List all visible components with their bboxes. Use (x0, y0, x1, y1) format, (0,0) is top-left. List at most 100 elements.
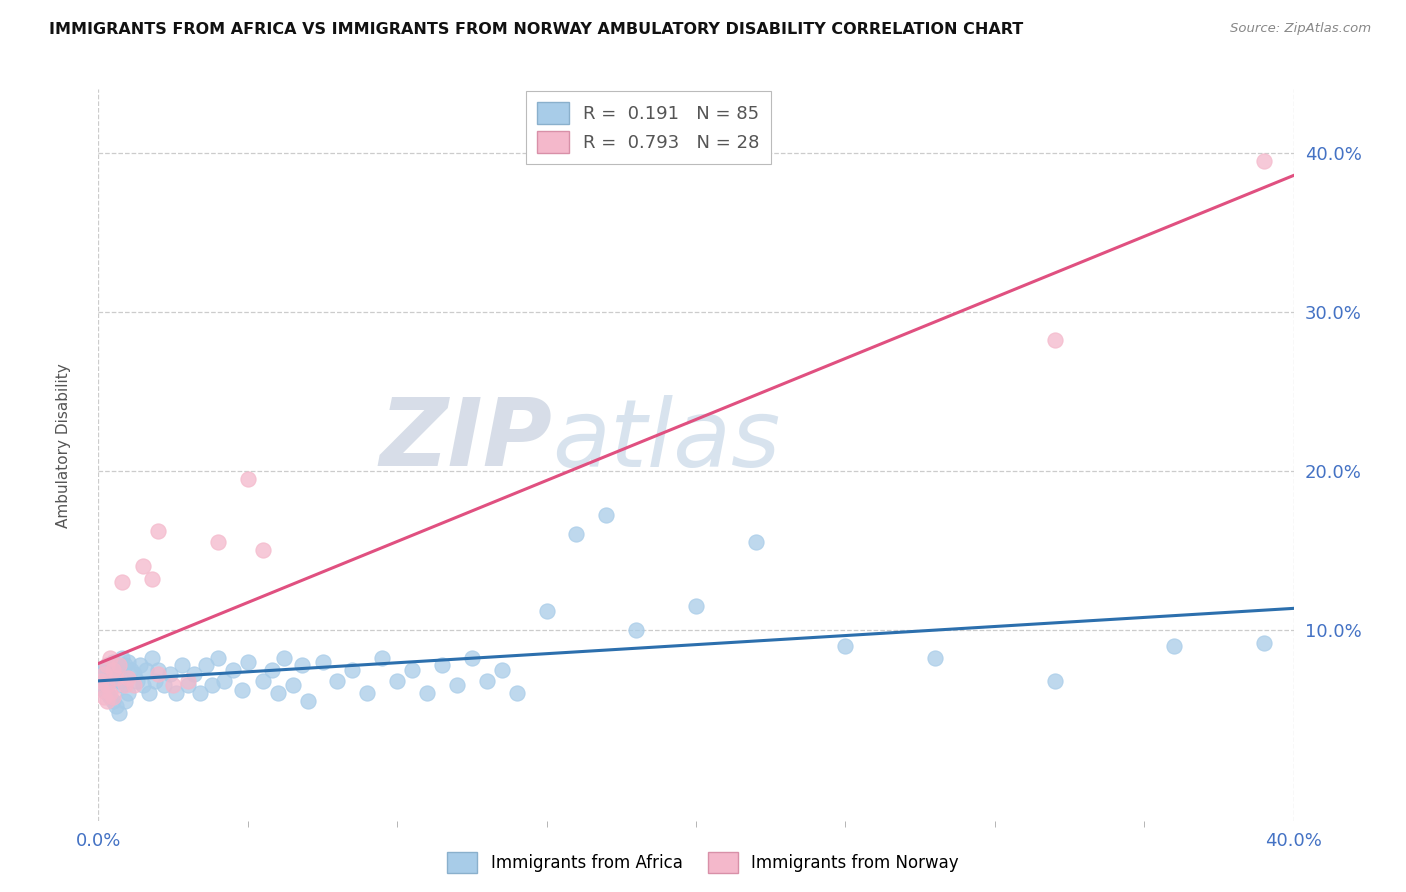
Point (430, 657, 453, 672)
Point (207, 651, 229, 665)
Point (103, 690, 125, 704)
Point (143, 673, 166, 688)
Point (475, 673, 498, 688)
Point (98, 686, 122, 700)
Point (96, 657, 118, 672)
Point (93, 667, 115, 681)
Point (506, 686, 529, 700)
Point (273, 651, 295, 665)
Point (236, 472, 259, 486)
Point (177, 678, 200, 692)
Legend: R =  0.191   N = 85, R =  0.793   N = 28: R = 0.191 N = 85, R = 0.793 N = 28 (526, 91, 770, 164)
Point (159, 667, 181, 681)
Point (260, 663, 283, 677)
Point (416, 686, 439, 700)
Point (924, 651, 946, 665)
Point (90, 678, 112, 692)
Point (165, 686, 187, 700)
Point (1043, 673, 1066, 688)
Point (105, 699, 128, 714)
Point (96, 678, 118, 692)
Point (385, 673, 409, 688)
Text: ZIP: ZIP (380, 394, 553, 486)
Point (162, 678, 184, 692)
Point (148, 667, 170, 681)
Point (148, 663, 170, 677)
Point (105, 671, 128, 685)
Point (117, 671, 139, 685)
Point (252, 543, 274, 558)
Point (105, 657, 128, 672)
Point (117, 655, 139, 669)
Point (461, 651, 484, 665)
Point (90, 667, 112, 681)
Text: IMMIGRANTS FROM AFRICA VS IMMIGRANTS FROM NORWAY AMBULATORY DISABILITY CORRELATI: IMMIGRANTS FROM AFRICA VS IMMIGRANTS FRO… (49, 22, 1024, 37)
Point (138, 686, 160, 700)
Text: atlas: atlas (553, 395, 780, 486)
Point (98, 690, 122, 704)
Point (103, 663, 125, 677)
Point (183, 667, 205, 681)
Point (98, 663, 122, 677)
Point (291, 657, 314, 672)
Point (252, 673, 274, 688)
Point (1043, 334, 1066, 348)
Point (105, 671, 128, 685)
Point (96, 667, 118, 681)
Point (117, 686, 139, 700)
Point (114, 657, 136, 672)
Point (207, 535, 229, 549)
Point (342, 663, 364, 677)
Point (120, 663, 142, 677)
Point (90, 683, 112, 698)
Point (96, 678, 118, 692)
Point (90, 673, 112, 688)
Point (231, 683, 253, 698)
Point (96, 657, 118, 672)
Point (595, 508, 617, 523)
Point (111, 651, 134, 665)
Point (103, 655, 125, 669)
Point (108, 657, 131, 672)
Legend: Immigrants from Africa, Immigrants from Norway: Immigrants from Africa, Immigrants from … (440, 846, 966, 880)
Point (834, 639, 856, 653)
Point (96, 694, 118, 708)
Point (1253, 635, 1275, 649)
Point (153, 678, 176, 692)
Point (236, 655, 259, 669)
Point (93, 663, 115, 677)
Point (132, 678, 155, 692)
Point (401, 663, 423, 677)
Point (222, 663, 245, 677)
Point (626, 623, 648, 637)
Point (267, 686, 290, 700)
Point (356, 686, 378, 700)
Point (93, 683, 115, 698)
Point (311, 655, 333, 669)
Point (201, 678, 224, 692)
Point (114, 678, 136, 692)
Point (127, 673, 149, 688)
Point (98, 673, 122, 688)
Point (90, 673, 112, 688)
Text: Ambulatory Disability: Ambulatory Disability (56, 364, 70, 528)
Point (141, 572, 163, 586)
Point (297, 694, 319, 708)
Point (96, 686, 118, 700)
Point (536, 604, 558, 618)
Point (141, 651, 163, 665)
Point (188, 686, 211, 700)
Point (93, 671, 115, 685)
Text: Source: ZipAtlas.com: Source: ZipAtlas.com (1230, 22, 1371, 36)
Point (129, 657, 152, 672)
Point (281, 678, 304, 692)
Point (108, 706, 131, 720)
Point (124, 678, 146, 692)
Point (685, 599, 707, 613)
Point (93, 673, 115, 688)
Point (124, 667, 146, 681)
Point (565, 527, 588, 541)
Point (177, 673, 200, 688)
Point (111, 678, 134, 692)
Point (108, 663, 131, 677)
